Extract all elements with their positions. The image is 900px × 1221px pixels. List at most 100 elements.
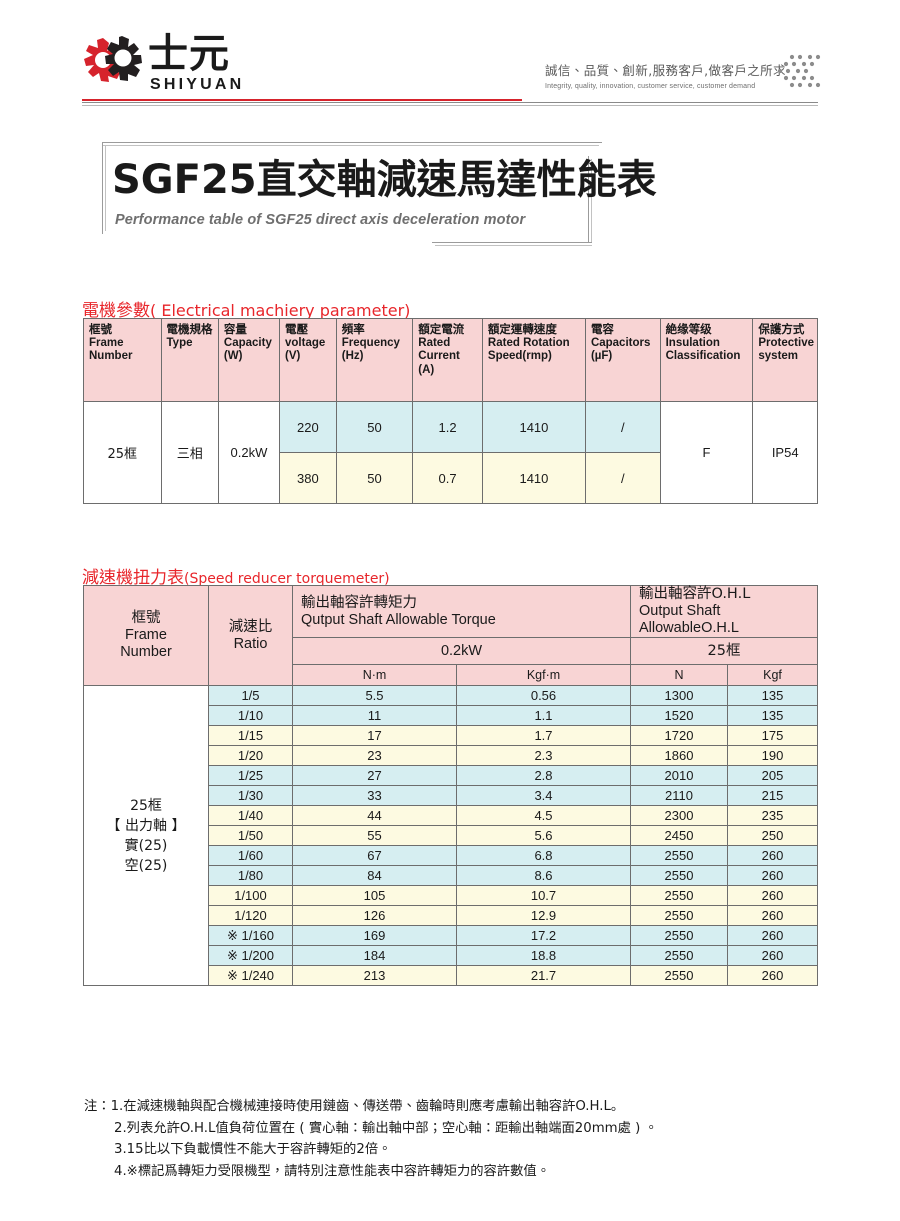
td-voltage-2: 380 — [279, 452, 337, 504]
header-gray-rule-2 — [82, 104, 818, 106]
td-torque-nm: 55 — [292, 825, 457, 846]
td-ohl-kgf: 135 — [727, 685, 818, 706]
td-ohl-kgf: 260 — [727, 925, 818, 946]
tagline-english: Integrity, quality, innovation, customer… — [545, 83, 756, 90]
td-ratio: 1/25 — [208, 765, 293, 786]
th-rated-current: 額定電流 Rated Current (A) — [412, 318, 483, 402]
td-ratio: ※ 1/160 — [208, 925, 293, 946]
td-ratio: 1/10 — [208, 705, 293, 726]
table2-body: 25框【 出力軸 】實(25) 空(25) 1/5 5.5 0.56 1300 135 1/1… — [83, 685, 818, 986]
table-row: 1/30 33 3.4 2110 215 — [84, 785, 818, 806]
td-ohl-n: 1300 — [630, 685, 728, 706]
td-frequency-2: 50 — [335, 452, 414, 504]
td-capacity: 0.2kW — [217, 401, 281, 504]
section-heading-torque: 減速機扭力表(Speed reducer torquemeter) — [82, 563, 390, 588]
section1-heading-cn: 電機參數 — [82, 301, 150, 321]
tagline-chinese: 誠信、品質、創新,服務客户,做客户之所求 — [545, 63, 786, 78]
td-ratio: 1/30 — [208, 785, 293, 806]
td-ohl-n: 1860 — [630, 745, 728, 766]
electrical-parameter-table: 框號 Frame Number 電機規格 Type 容量 Capacity (W… — [83, 318, 818, 504]
table2-header-row-1: 框號 Frame Number 減速比 Ratio 輸出軸容許轉矩力 Qutpu… — [83, 585, 818, 686]
td-torque-nm: 33 — [292, 785, 457, 806]
th2-sub-ohl: 25框 — [630, 637, 818, 665]
th-type: 電機規格 Type — [160, 318, 219, 402]
title-frame-bottom — [432, 242, 592, 243]
th2-ratio: 減速比 Ratio — [208, 585, 293, 686]
td-voltage-1: 220 — [279, 401, 337, 453]
td-torque-nm: 5.5 — [292, 685, 457, 706]
th2-group-torque: 輸出軸容許轉矩力 Qutput Shaft Allowable Torque — [292, 585, 631, 638]
td-ohl-kgf: 260 — [727, 905, 818, 926]
title-frame-left — [102, 142, 103, 234]
td-ohl-n: 2550 — [630, 945, 728, 966]
td-torque-kgfm: 12.9 — [456, 905, 631, 926]
td-ohl-n: 2550 — [630, 885, 728, 906]
speed-reducer-torque-table: 框號 Frame Number 減速比 Ratio 輸出軸容許轉矩力 Qutpu… — [83, 585, 818, 986]
td-torque-kgfm: 0.56 — [456, 685, 631, 706]
table-row: 1/100 105 10.7 2550 260 — [84, 885, 818, 906]
td-ohl-n: 2550 — [630, 845, 728, 866]
table1-data-row-220v: 25框 三相 0.2kW 220 50 1.2 1410 / F IP54 — [83, 401, 818, 504]
td-torque-nm: 84 — [292, 865, 457, 886]
th-voltage: 電壓 voltage (V) — [279, 318, 337, 402]
th2-frame-number: 框號 Frame Number — [83, 585, 209, 686]
td-ohl-n: 2010 — [630, 765, 728, 786]
td-ohl-n: 2450 — [630, 825, 728, 846]
title-block: SGF25直交軸減速馬達性能表 Performance table of SGF… — [82, 142, 657, 257]
header-gray-rule — [82, 102, 818, 103]
td-ohl-kgf: 260 — [727, 945, 818, 966]
td-ohl-n: 1520 — [630, 705, 728, 726]
logo-english-name: SHIYUAN — [150, 76, 245, 93]
td-torque-nm: 184 — [292, 945, 457, 966]
td-torque-kgfm: 3.4 — [456, 785, 631, 806]
td-type: 三相 — [160, 401, 219, 504]
footnote-4: 4.※標記爲轉矩力受限機型，請特別注意性能表中容許轉矩力的容許數值。 — [114, 1163, 551, 1179]
td-frequency-1: 50 — [335, 401, 414, 453]
page-title: SGF25直交軸減速馬達性能表 — [112, 157, 657, 203]
td-ohl-kgf: 205 — [727, 765, 818, 786]
footnote-3: 3.15比以下負載慣性不能大于容許轉矩的2倍。 — [114, 1142, 392, 1157]
td-ohl-kgf: 260 — [727, 845, 818, 866]
td-ratio: 1/15 — [208, 725, 293, 746]
table-row: 25框【 出力軸 】實(25) 空(25) 1/5 5.5 0.56 1300 135 — [83, 685, 818, 986]
th-frequency: 頻率 Frequency (Hz) — [335, 318, 414, 402]
header-red-rule — [82, 99, 522, 101]
gear-logo-icon — [84, 36, 142, 82]
td-torque-nm: 44 — [292, 805, 457, 826]
th-rated-speed: 額定運轉速度 Rated Rotation Speed(rmp) — [481, 318, 586, 402]
td-torque-nm: 67 — [292, 845, 457, 866]
page-header: 士元 SHIYUAN 誠信、品質、創新,服務客户,做客户之所求 Integrit… — [0, 0, 900, 112]
logo-chinese-name: 士元 — [148, 31, 230, 77]
td-torque-nm: 169 — [292, 925, 457, 946]
td-torque-kgfm: 21.7 — [456, 965, 631, 986]
td-ratio: 1/20 — [208, 745, 293, 766]
th2-unit-n: N — [630, 664, 728, 686]
td-speed-1: 1410 — [481, 401, 586, 453]
table-row: 1/60 67 6.8 2550 260 — [84, 845, 818, 866]
td-torque-kgfm: 5.6 — [456, 825, 631, 846]
td-ohl-n: 2550 — [630, 925, 728, 946]
td-torque-kgfm: 2.3 — [456, 745, 631, 766]
page-subtitle: Performance table of SGF25 direct axis d… — [115, 212, 526, 228]
td-ohl-n: 2550 — [630, 865, 728, 886]
td-ratio: ※ 1/200 — [208, 945, 293, 966]
td-capacitor-2: / — [584, 452, 661, 504]
footnotes: 注：1.在減速機軸與配合機械連接時使用鏈齒、傳送帶、齒輪時則應考慮輸出軸容許O.… — [84, 1096, 844, 1182]
notes-label: 注： — [84, 1099, 111, 1114]
table-row: ※ 1/200 184 18.8 2550 260 — [84, 945, 818, 966]
table-row: 1/15 17 1.7 1720 175 — [84, 725, 818, 746]
td-ohl-kgf: 175 — [727, 725, 818, 746]
td-ohl-n: 2110 — [630, 785, 728, 806]
table1-data-row-380v: 380 50 0.7 1410 / — [84, 452, 818, 504]
section1-heading-en: ( Electrical machiery parameter) — [150, 301, 411, 320]
table-row: 1/80 84 8.6 2550 260 — [84, 865, 818, 886]
table-row: ※ 1/240 213 21.7 2550 260 — [84, 965, 818, 986]
th-insulation: 絶缘等级 Insulation Classification — [659, 318, 754, 402]
td-capacitor-1: / — [584, 401, 661, 453]
section2-heading-cn: 減速機扭力表 — [82, 568, 184, 588]
company-logo: 士元 SHIYUAN — [82, 31, 302, 96]
title-frame-bottom-2 — [435, 245, 592, 246]
td-frame-number: 25框 — [83, 401, 162, 504]
title-frame-right-2 — [591, 159, 592, 243]
td-frame-label: 25框【 出力軸 】實(25) 空(25) — [83, 685, 209, 986]
